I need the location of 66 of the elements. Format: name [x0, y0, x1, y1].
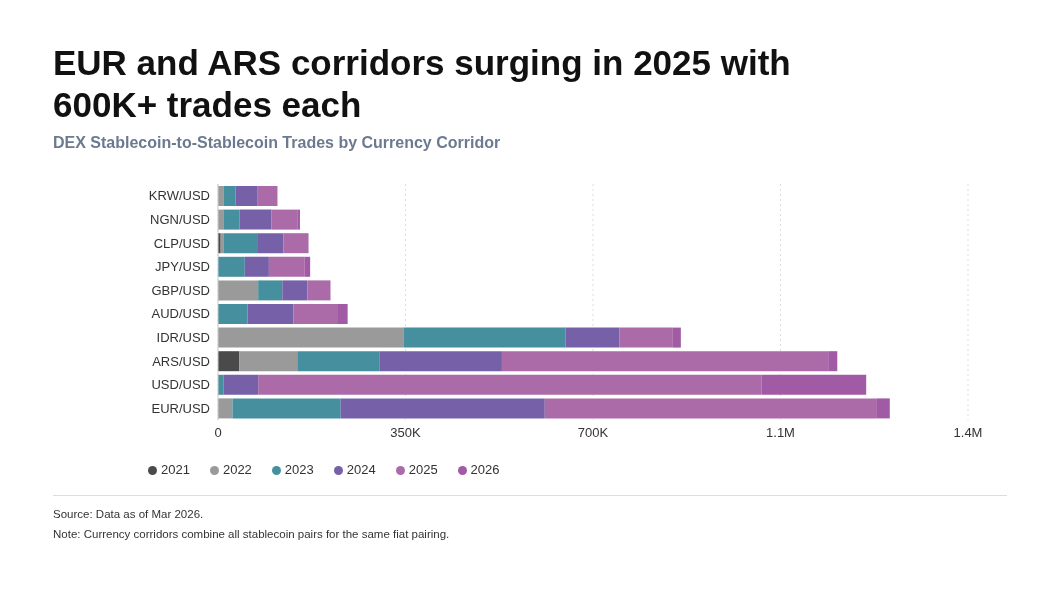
- y-tick-label: GBP/USD: [151, 282, 210, 298]
- y-tick-label: ARS/USD: [152, 353, 210, 369]
- x-tick-label: 0: [214, 425, 222, 441]
- bar: [379, 351, 502, 372]
- bar: [223, 209, 240, 230]
- bar: [218, 398, 233, 419]
- bar: [268, 256, 305, 277]
- bar: [247, 304, 294, 324]
- chart-subtitle: DEX Stablecoin-to-Stablecoin Trades by Currency Corridor: [53, 134, 502, 152]
- legend-label: 2025: [408, 462, 438, 477]
- bar: [244, 256, 269, 277]
- x-tick-label: 1.1M: [766, 425, 795, 441]
- y-tick-label: USD/USD: [151, 377, 210, 393]
- bar: [232, 398, 341, 419]
- x-tick-label: 700K: [577, 425, 609, 441]
- bar: [223, 374, 259, 395]
- bar: [218, 304, 248, 324]
- bar: [283, 233, 309, 254]
- bar: [223, 233, 258, 254]
- bar: [501, 351, 829, 372]
- bar: [338, 304, 348, 324]
- legend-label: 2022: [222, 462, 252, 477]
- x-tick-label: 1.4M: [953, 425, 983, 441]
- legend-label: 2026: [470, 462, 500, 477]
- bar: [307, 280, 331, 301]
- text: Note: Currency corridors combine all stablecoin pairs for the same fiat pairing.: [53, 527, 451, 542]
- bar: [257, 233, 284, 254]
- bar: [828, 351, 838, 372]
- bar: [282, 280, 308, 301]
- bar: [876, 398, 890, 419]
- legend-label: 2024: [346, 462, 376, 477]
- bar: [218, 280, 259, 301]
- bar: [565, 327, 620, 348]
- bar: [258, 374, 762, 395]
- bar: [218, 256, 245, 277]
- y-tick-label: IDR/USD: [156, 330, 210, 346]
- bar: [218, 327, 404, 348]
- bar: [223, 186, 236, 206]
- bar: [403, 327, 566, 348]
- x-tick-label: 350K: [390, 425, 421, 441]
- bar: [619, 327, 673, 348]
- bar: [761, 374, 867, 395]
- y-tick-label: EUR/USD: [151, 400, 210, 416]
- bar: [257, 186, 278, 206]
- y-tick-label: NGN/USD: [150, 212, 210, 228]
- bar: [218, 351, 240, 372]
- bar: [297, 209, 300, 230]
- bar: [304, 256, 311, 277]
- legend-label: 2021: [161, 462, 190, 477]
- y-tick-label: KRW/USD: [148, 188, 210, 204]
- bar: [239, 209, 272, 230]
- chart-title: EUR and ARS corridors surging in 2025 with 600K+ trades each: [53, 42, 792, 126]
- bar: [235, 186, 258, 206]
- bar: [672, 327, 681, 348]
- bar: [239, 351, 298, 372]
- bar: [297, 351, 380, 372]
- y-tick-label: CLP/USD: [153, 235, 210, 251]
- bar: [293, 304, 338, 324]
- bar: [258, 280, 283, 301]
- legend-label: 2023: [284, 462, 314, 477]
- source-note: Source: Data as of Mar 2026.: [53, 507, 205, 522]
- y-tick-label: AUD/USD: [151, 306, 210, 322]
- y-tick-label: JPY/USD: [155, 259, 210, 275]
- bar: [271, 209, 298, 230]
- bar: [340, 398, 545, 419]
- bar: [544, 398, 877, 419]
